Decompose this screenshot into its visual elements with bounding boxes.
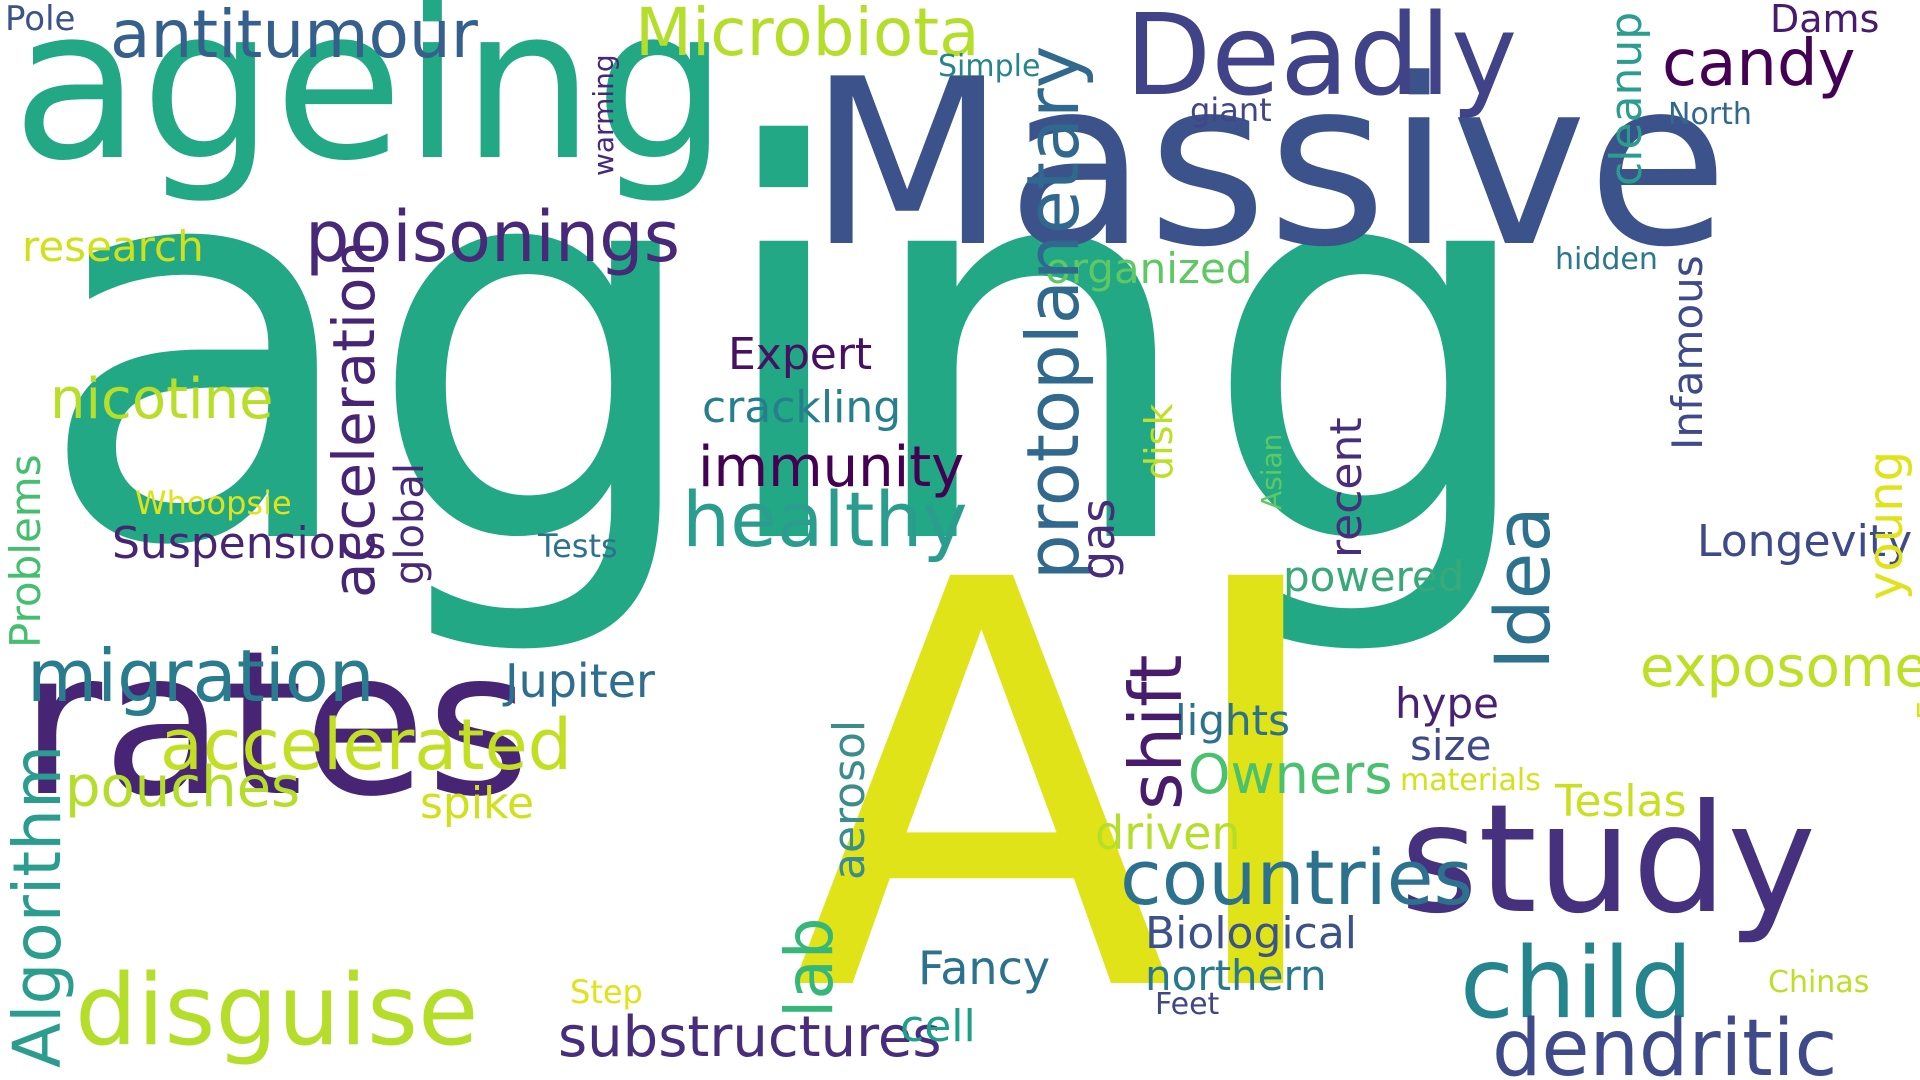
word-northern: Teslas xyxy=(1555,776,1687,827)
word-acceleration: giant xyxy=(1190,91,1272,129)
word-massive: Massive xyxy=(808,31,1729,298)
word-candy: accelerated xyxy=(160,704,573,786)
word-gas: Pole xyxy=(5,0,76,39)
word-crackling: aerosol xyxy=(824,719,875,880)
word-shift: research xyxy=(22,222,204,271)
word-infamous: Step xyxy=(570,973,643,1011)
word-microbiota: Microbiota xyxy=(635,0,980,71)
word-nicotine: migration xyxy=(27,634,375,718)
word-feet: lights xyxy=(1175,696,1290,745)
word-cell: countries xyxy=(1120,833,1474,922)
word-biological: young xyxy=(1858,450,1914,600)
word-tests: Expert xyxy=(728,329,873,380)
word-north: Jupiter xyxy=(505,654,655,708)
word-protoplanetary: hidden xyxy=(1555,242,1658,277)
word-east: East xyxy=(1912,655,1920,720)
word-giant: Fancy xyxy=(918,941,1051,995)
word-simple: cell xyxy=(900,1001,976,1052)
word-child: child xyxy=(1460,927,1693,1041)
word-hype: Infamous xyxy=(1663,255,1712,450)
word-organized: global xyxy=(387,463,433,585)
word-warming: Feet xyxy=(1155,987,1220,1022)
word-lab: northern xyxy=(1145,951,1327,1000)
word-size: Owners xyxy=(1188,743,1393,806)
word-expert: recent xyxy=(1321,417,1372,558)
word-immunity: acceleration xyxy=(320,240,388,598)
word-suspensions: spike xyxy=(420,778,535,829)
word-exposome: pouches xyxy=(65,755,301,820)
word-step: powered xyxy=(1283,552,1465,601)
word-recent: Whoopsie xyxy=(135,484,292,522)
word-aerosol: warming xyxy=(587,54,620,176)
word-cleanup: materials xyxy=(1400,763,1541,798)
word-rates: rates xyxy=(20,608,531,841)
word-countries: Algorithm xyxy=(0,744,76,1068)
word-young: Dams xyxy=(1770,0,1880,41)
word-chinas: hype xyxy=(1395,679,1499,728)
word-teslas: nicotine xyxy=(50,367,274,432)
word-materials: organized xyxy=(1045,244,1253,293)
word-owners: immunity xyxy=(698,435,965,500)
word-powered: disk xyxy=(1137,403,1181,480)
word-aging: aging xyxy=(35,36,1544,664)
word-ai: AI xyxy=(790,464,1339,1080)
word-global: Tests xyxy=(538,527,618,565)
word-jupiter: substructures xyxy=(558,1005,942,1070)
word-pole: Longevity xyxy=(1697,516,1913,567)
word-asian: Chinas xyxy=(1768,965,1870,1000)
word-poisonings: poisonings xyxy=(305,196,681,278)
word-spike: healthy xyxy=(682,475,968,564)
word-dams: Suspensions xyxy=(112,518,387,569)
word-dendritic: dendritic xyxy=(1492,1004,1838,1080)
word-pouches: shift xyxy=(1114,654,1198,810)
word-problems: North xyxy=(1668,97,1752,132)
word-substructures: Problems xyxy=(1,454,50,648)
word-study: study xyxy=(1400,773,1817,947)
word-migration: Idea xyxy=(1478,506,1567,670)
word-algorithm: Simple xyxy=(938,49,1041,84)
word-idea: size xyxy=(1410,721,1492,770)
word-accelerated: lab xyxy=(771,917,848,1018)
word-disk: Asian xyxy=(1255,433,1288,510)
word-research: driven xyxy=(1095,806,1241,860)
word-ageing: ageing xyxy=(12,0,728,207)
word-lights: cleanup xyxy=(1601,11,1652,186)
word-disguise: disguise xyxy=(75,954,479,1068)
word-whoopsie: crackling xyxy=(702,382,902,433)
word-fancy: exposome xyxy=(1640,635,1920,700)
word-driven: candy xyxy=(1662,27,1856,101)
word-antitumour: antitumour xyxy=(110,0,478,73)
word-longevity: gas xyxy=(1071,498,1125,580)
word-deadly: Deadly xyxy=(1125,0,1518,121)
word-hidden: Biological xyxy=(1145,908,1358,959)
